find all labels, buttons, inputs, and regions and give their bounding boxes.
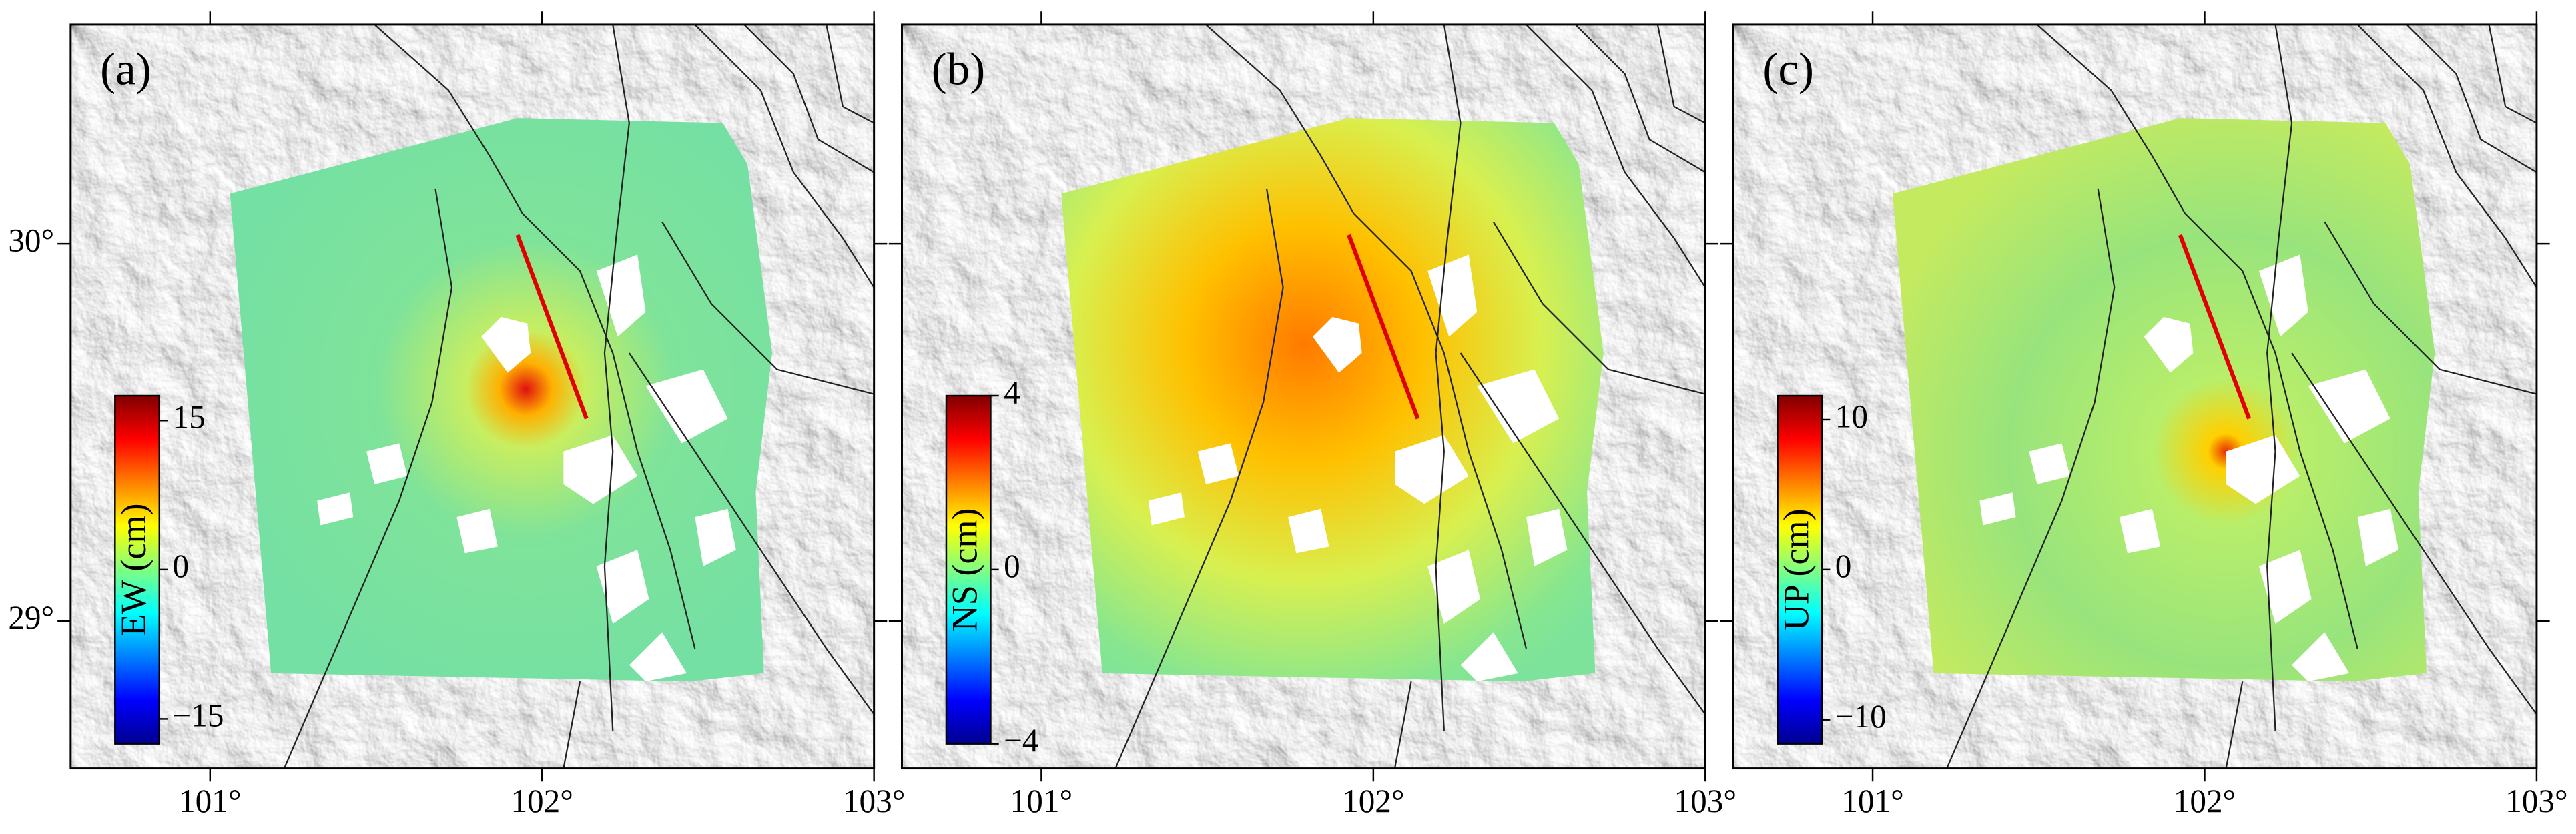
colorbar-tick-label: 4 xyxy=(1004,374,1020,410)
rupture-trace xyxy=(2178,234,2251,420)
decorrelation-gap xyxy=(1197,443,1239,484)
decorrelation-gap xyxy=(1427,254,1478,337)
fault-trace xyxy=(563,681,581,769)
colorbar-title: EW (cm) xyxy=(113,503,153,636)
fault-trace xyxy=(1114,188,1284,769)
x-tick-label: 102° xyxy=(511,783,573,819)
colorbar-title: UP (cm) xyxy=(1776,508,1816,631)
colorbar-tick-label: 0 xyxy=(1004,548,1020,584)
fault-trace xyxy=(374,24,696,649)
decorrelation-gap xyxy=(596,550,649,624)
decorrelation-gap xyxy=(1460,632,1518,682)
colorbar-title: NS (cm) xyxy=(945,508,985,631)
map-content xyxy=(70,24,874,769)
decorrelation-gap xyxy=(366,443,408,484)
decorrelation-gap xyxy=(2258,550,2312,624)
decorrelation-gap xyxy=(695,508,736,566)
x-tick-label: 102° xyxy=(2174,783,2236,819)
colorbar xyxy=(114,394,161,745)
colorbar-tick-label: −10 xyxy=(1835,698,1887,735)
fault-trace xyxy=(2406,24,2537,173)
map-content xyxy=(1733,24,2537,769)
colorbar xyxy=(945,394,992,745)
colorbar-tick-label: 0 xyxy=(172,548,189,584)
x-tick-label: 101° xyxy=(1010,783,1073,819)
decorrelation-gap xyxy=(1395,435,1469,504)
decorrelation-gap xyxy=(1979,492,2016,526)
rupture-trace xyxy=(515,234,589,420)
map-panel: (c) 101° 102° 103° UP (cm) 10 0 −10 xyxy=(1720,11,2568,819)
decorrelation-gap xyxy=(1288,508,1329,554)
x-tick-label: 101° xyxy=(1841,783,1904,819)
decorrelation-gap xyxy=(2258,254,2308,337)
fault-trace xyxy=(1526,24,1706,288)
panel-label: (b) xyxy=(932,44,985,95)
x-tick-label: 103° xyxy=(1674,783,1737,819)
x-tick-label: 102° xyxy=(1342,783,1405,819)
fault-trace xyxy=(2488,24,2537,124)
fault-trace xyxy=(1946,188,2116,769)
colorbar-tick-label: −4 xyxy=(1004,722,1038,759)
decorrelation-gap xyxy=(317,492,354,526)
decorrelation-gap xyxy=(629,632,687,682)
x-tick-label: 103° xyxy=(843,783,906,819)
colorbar xyxy=(1777,394,1823,745)
x-tick-label: 103° xyxy=(2505,783,2568,819)
rupture-trace xyxy=(1347,234,1420,420)
map-frame xyxy=(69,23,876,770)
colorbar-tick-label: 10 xyxy=(1835,398,1868,434)
decorrelation-gap xyxy=(2357,508,2399,566)
fault-trace xyxy=(2225,681,2244,769)
decorrelation-gap xyxy=(2226,435,2300,504)
map-frame xyxy=(901,23,1706,770)
fault-trace xyxy=(1575,24,1706,173)
fault-trace xyxy=(694,24,874,288)
decorrelation-gap xyxy=(2144,316,2194,373)
fault-trace xyxy=(1435,24,1462,731)
colorbar-tick-label: −15 xyxy=(172,697,224,734)
decorrelation-gap xyxy=(2029,443,2070,484)
decorrelation-gap xyxy=(1312,316,1362,373)
y-tick-label: 30° xyxy=(8,222,54,258)
decorrelation-gap xyxy=(1526,508,1568,566)
decorrelation-gap xyxy=(563,435,638,504)
map-frame xyxy=(1732,23,2538,770)
fault-trace xyxy=(2266,24,2293,731)
decorrelation-gap xyxy=(2292,632,2350,682)
decorrelation-gap xyxy=(645,369,728,444)
decorrelation-gap xyxy=(596,254,646,337)
map-panel: (b) 101° 102° 103° NS (cm) 4 0 −4 xyxy=(888,11,1737,819)
decorrelation-gap xyxy=(481,316,531,373)
decorrelation-gap xyxy=(1148,492,1185,526)
fault-trace xyxy=(283,188,453,769)
decorrelation-gap xyxy=(2308,369,2390,444)
panel-label: (a) xyxy=(100,44,151,95)
fault-trace xyxy=(826,24,874,124)
fault-trace xyxy=(2036,24,2358,649)
fault-trace xyxy=(743,24,874,173)
decorrelation-gap xyxy=(1427,550,1481,624)
fault-trace xyxy=(661,221,874,395)
fault-trace xyxy=(1205,24,1528,649)
fault-trace xyxy=(1492,221,1706,395)
fault-trace xyxy=(2356,24,2537,288)
map-panel: (a) 101° 102° 103° 29° 30° EW (cm) 15 0 −15 xyxy=(8,11,905,819)
map-content xyxy=(902,24,1706,769)
colorbar-tick-label: 0 xyxy=(1835,548,1852,584)
decorrelation-gap xyxy=(1477,369,1560,444)
decorrelation-gap xyxy=(2119,508,2161,554)
fault-trace xyxy=(1656,24,1706,124)
x-tick-label: 101° xyxy=(179,783,242,819)
fault-trace xyxy=(1393,681,1412,769)
fault-trace xyxy=(2324,221,2537,395)
fault-trace xyxy=(1460,352,1706,715)
y-tick-label: 29° xyxy=(8,599,54,636)
fault-trace xyxy=(2291,352,2537,715)
panel-label: (c) xyxy=(1762,44,1814,95)
fault-trace xyxy=(628,352,874,715)
fault-trace xyxy=(603,24,630,731)
decorrelation-gap xyxy=(456,508,498,554)
colorbar-tick-label: 15 xyxy=(172,399,205,436)
